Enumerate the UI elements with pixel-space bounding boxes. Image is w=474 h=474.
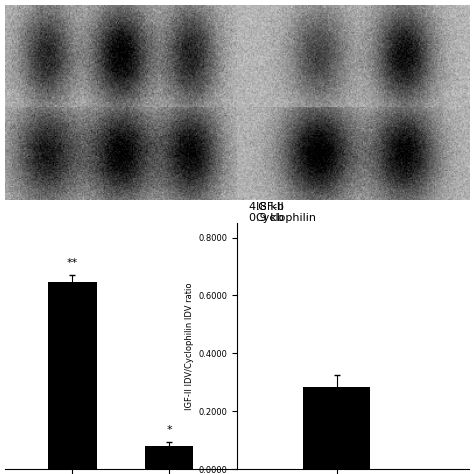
Bar — [48, 282, 97, 469]
Y-axis label: IGF-II IDV/Cyclophilin IDV ratio: IGF-II IDV/Cyclophilin IDV ratio — [185, 283, 194, 410]
Text: IGF-II: IGF-II — [255, 202, 284, 212]
Text: **: ** — [67, 257, 78, 268]
Text: Cyclophilin: Cyclophilin — [255, 213, 317, 223]
Text: *: * — [166, 425, 172, 435]
Text: 0.9 kb: 0.9 kb — [248, 213, 283, 223]
Bar — [303, 387, 370, 469]
Bar — [145, 446, 193, 469]
Text: 4.8 kb: 4.8 kb — [248, 202, 283, 212]
